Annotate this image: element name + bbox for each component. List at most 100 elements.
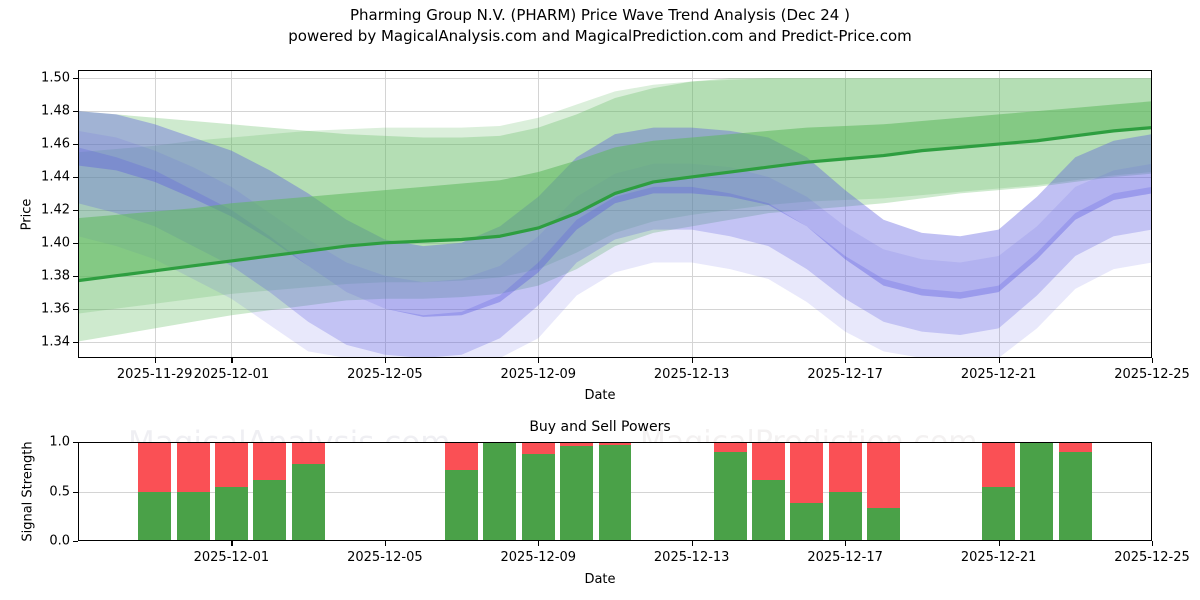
price-x-tick-label: 2025-11-29 xyxy=(116,367,193,382)
price-gridline-v xyxy=(691,70,693,358)
power-bar-group xyxy=(1020,442,1054,541)
price-x-tick-label: 2025-12-09 xyxy=(500,367,577,382)
price-band-blue-band-lower xyxy=(78,147,1152,358)
power-bar-group xyxy=(483,442,517,541)
price-x-tickmark xyxy=(154,358,156,363)
price-gridline-h xyxy=(78,111,1152,113)
buy-power-bar xyxy=(214,486,248,541)
power-bar-group xyxy=(176,442,210,541)
price-band-blue-band-faint xyxy=(78,130,1152,358)
power-bar-group xyxy=(867,442,900,541)
price-y-tickmark xyxy=(73,308,78,310)
power-y-tick-label: 0.5 xyxy=(49,484,70,499)
price-y-tick-label: 1.44 xyxy=(41,169,70,185)
buy-power-bar xyxy=(138,491,172,541)
power-x-tickmark xyxy=(845,541,847,546)
power-bar-group xyxy=(253,442,287,541)
price-y-tick-label: 1.36 xyxy=(41,301,70,317)
buy-power-bar xyxy=(253,479,287,541)
power-x-tick-label: 2025-12-01 xyxy=(193,550,270,565)
power-x-tickmark xyxy=(691,541,693,546)
power-bar-group xyxy=(790,442,824,541)
power-x-tickmark xyxy=(538,541,540,546)
price-gridline-v xyxy=(845,70,847,358)
sell-power-bar xyxy=(521,442,555,454)
power-x-tick-label: 2025-12-05 xyxy=(347,550,423,565)
power-x-tick-label: 2025-12-09 xyxy=(500,550,577,565)
buy-power-bar xyxy=(1058,451,1092,541)
sell-power-bar xyxy=(867,442,900,509)
buy-power-bar xyxy=(598,444,632,541)
sell-power-bar xyxy=(828,442,862,492)
power-bar-group xyxy=(214,442,248,541)
price-x-tickmark xyxy=(1152,358,1154,363)
page-subtitle: powered by MagicalAnalysis.com and Magic… xyxy=(288,27,912,45)
price-x-tickmark xyxy=(845,358,847,363)
price-y-tickmark xyxy=(73,111,78,113)
power-bar-group xyxy=(598,442,632,541)
price-x-tick-label: 2025-12-13 xyxy=(653,367,730,382)
price-band-blue-band-upper xyxy=(78,111,1152,317)
sell-power-bar xyxy=(445,442,479,470)
sell-power-bar xyxy=(253,442,287,480)
price-y-tick-label: 1.50 xyxy=(41,70,70,86)
sell-power-bar xyxy=(138,442,172,492)
power-x-tick-label: 2025-12-13 xyxy=(653,550,730,565)
power-bar-group xyxy=(1058,442,1092,541)
price-y-tickmark xyxy=(73,242,78,244)
price-band-green-band-inner xyxy=(78,101,1152,281)
buy-power-bar xyxy=(867,508,900,541)
buy-power-bar xyxy=(445,469,479,541)
price-y-tickmark xyxy=(73,275,78,277)
price-y-tick-label: 1.34 xyxy=(41,334,70,349)
price-gridline-h xyxy=(78,78,1152,80)
price-gridline-v xyxy=(998,70,1000,358)
price-gridline-h xyxy=(78,308,1152,310)
price-y-tickmark xyxy=(73,78,78,80)
price-x-tick-label: 2025-12-01 xyxy=(193,367,270,382)
sell-power-bar xyxy=(790,442,824,504)
sell-power-bar xyxy=(598,442,632,445)
sell-power-bar xyxy=(751,442,785,480)
power-bar-group xyxy=(291,442,325,541)
power-chart-title: Buy and Sell Powers xyxy=(529,419,671,435)
price-y-tickmark xyxy=(73,341,78,343)
buy-power-bar xyxy=(982,486,1016,541)
sell-power-bar xyxy=(214,442,248,487)
price-x-tick-label: 2025-12-17 xyxy=(807,367,883,382)
buy-power-bar xyxy=(828,491,862,541)
price-y-tickmark xyxy=(73,177,78,179)
power-x-tick-label: 2025-12-21 xyxy=(960,550,1037,565)
chart-title-block: Pharming Group N.V. (PHARM) Price Wave T… xyxy=(0,5,1200,47)
power-x-tickmark xyxy=(231,541,233,546)
power-bar-group xyxy=(560,442,594,541)
buy-power-bar xyxy=(176,491,210,541)
price-y-tickmark xyxy=(73,209,78,212)
price-x-tick-label: 2025-12-05 xyxy=(347,367,423,382)
power-y-tick-label: 1.0 xyxy=(49,434,70,450)
price-x-tickmark xyxy=(384,358,387,363)
sell-power-bar xyxy=(176,442,210,492)
sell-power-bar xyxy=(560,442,594,446)
power-bar-group xyxy=(828,442,862,541)
price-x-tick-label: 2025-12-25 xyxy=(1114,367,1190,382)
sell-power-bar xyxy=(982,442,1016,487)
power-y-tickmark xyxy=(73,442,78,444)
power-bar-group xyxy=(138,442,172,541)
power-bar-group xyxy=(521,442,555,541)
price-x-tickmark xyxy=(998,358,1000,363)
power-bar-group xyxy=(713,442,747,541)
buy-power-bar xyxy=(483,442,517,541)
price-y-tick-label: 1.46 xyxy=(41,136,70,152)
price-gridline-h xyxy=(78,275,1152,277)
power-x-tickmark xyxy=(384,541,387,546)
power-y-tickmark xyxy=(73,541,78,543)
price-trend-line xyxy=(78,126,1152,283)
price-x-tickmark xyxy=(231,358,233,363)
price-gridline-h xyxy=(78,242,1152,244)
price-x-tickmark xyxy=(538,358,540,363)
price-gridline-h xyxy=(78,209,1152,211)
power-x-tick-label: 2025-12-25 xyxy=(1114,550,1190,565)
power-plot-area xyxy=(78,442,1152,541)
